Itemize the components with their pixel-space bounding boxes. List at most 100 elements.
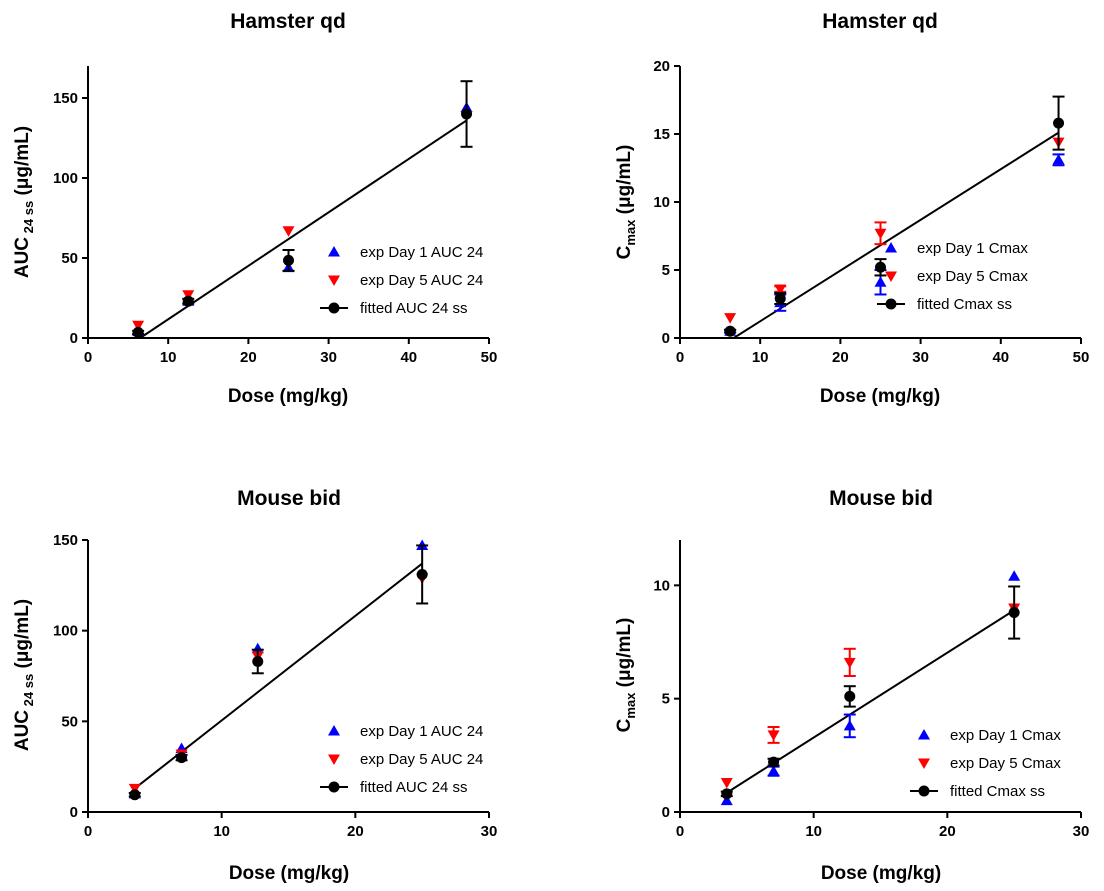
- x-axis-label: Dose (mg/kg): [821, 863, 941, 884]
- axes: 0 10 20 30 0 5 10: [653, 540, 1089, 840]
- plot-marks: [128, 539, 429, 801]
- y-tick-label: 10: [653, 577, 670, 594]
- data-point: [132, 320, 145, 332]
- legend-label: fitted AUC 24 ss: [360, 300, 468, 317]
- data-point: [724, 313, 737, 324]
- y-tick-label: 0: [70, 330, 78, 347]
- x-tick-label: 30: [320, 349, 337, 366]
- legend-label: exp Day 5 AUC 24: [360, 272, 483, 289]
- y-tick-label: 5: [662, 262, 670, 279]
- x-tick-label: 40: [992, 349, 1009, 366]
- y-tick-label: 5: [662, 691, 670, 708]
- y-axis-label: AUC 24 ss (μg/mL): [12, 126, 36, 278]
- data-point: [283, 254, 294, 266]
- y-tick-label: 100: [53, 170, 78, 187]
- legend-label: exp Day 1 Cmax: [917, 240, 1028, 257]
- chart-title: Mouse bid: [237, 487, 341, 510]
- x-tick-label: 20: [240, 349, 257, 366]
- data-point: [128, 783, 141, 795]
- x-tick-label: 20: [939, 823, 956, 840]
- legend-marker: [885, 271, 897, 282]
- legend-label: exp Day 1 Cmax: [950, 727, 1061, 744]
- legend-marker: [918, 758, 930, 769]
- chart-title: Hamster qd: [230, 10, 346, 33]
- x-tick-label: 50: [1073, 349, 1090, 366]
- y-tick-label: 50: [61, 713, 78, 730]
- x-tick-label: 40: [400, 349, 417, 366]
- chart-svg: Mouse bid Dose (mg/kg) Cmax (μg/mL) 0 10 2…: [614, 487, 1089, 884]
- data-point: [843, 657, 856, 669]
- y-axis-label: Cmax (μg/mL): [614, 618, 638, 733]
- y-tick-label: 10: [653, 194, 670, 211]
- y-tick-label: 0: [662, 330, 670, 347]
- chart-svg: Mouse bid Dose (mg/kg) AUC 24 ss (μg/mL)…: [12, 487, 497, 884]
- x-tick-label: 0: [676, 823, 684, 840]
- plot-marks: [720, 570, 1021, 806]
- x-tick-label: 10: [805, 823, 822, 840]
- data-point: [282, 226, 295, 237]
- data-point: [724, 325, 736, 337]
- legend-marker: [328, 781, 340, 793]
- x-axis-label: Dose (mg/kg): [820, 386, 940, 407]
- x-tick-label: 20: [347, 823, 364, 840]
- y-axis-label: Cmax (μg/mL): [614, 145, 638, 260]
- x-tick-label: 30: [912, 349, 929, 366]
- data-point: [721, 788, 733, 800]
- data-point: [874, 276, 887, 287]
- legend: exp Day 1 Cmax exp Day 5 Cmax fitted Cmax …: [877, 240, 1028, 313]
- legend-marker: [885, 242, 897, 253]
- y-tick-label: 0: [70, 804, 78, 821]
- x-tick-label: 0: [676, 349, 684, 366]
- data-point: [875, 261, 886, 273]
- legend-label: exp Day 1 AUC 24: [360, 244, 483, 261]
- legend-marker: [328, 754, 340, 765]
- chart-panel-hamster-cmax: Hamster qd Dose (mg/kg) Cmax (μg/mL) 0 10…: [552, 0, 1104, 443]
- legend-label: fitted Cmax ss: [950, 783, 1045, 800]
- plot-marks: [132, 80, 473, 339]
- axes: 0 10 20 30 40 50 0 50 100 150: [53, 66, 497, 366]
- data-point: [843, 719, 856, 731]
- data-point: [720, 794, 733, 806]
- legend-marker: [328, 302, 340, 314]
- legend-label: exp Day 5 Cmax: [950, 755, 1061, 772]
- x-tick-label: 30: [1073, 823, 1090, 840]
- chart-title: Hamster qd: [822, 10, 938, 33]
- legend-marker: [328, 246, 340, 257]
- y-tick-label: 100: [53, 623, 78, 640]
- legend: exp Day 1 AUC 24 exp Day 5 AUC 24 fitted A…: [320, 723, 483, 796]
- legend-marker: [328, 725, 340, 736]
- legend-label: fitted AUC 24 ss: [360, 779, 468, 796]
- chart-svg: Hamster qd Dose (mg/kg) Cmax (μg/mL) 0 10…: [614, 10, 1090, 407]
- x-tick-label: 10: [752, 349, 769, 366]
- x-tick-label: 0: [84, 349, 92, 366]
- data-point: [176, 752, 188, 764]
- data-point: [844, 690, 856, 702]
- data-point: [1053, 117, 1065, 129]
- x-axis-label: Dose (mg/kg): [229, 863, 349, 884]
- chart-panel-mouse-cmax: Mouse bid Dose (mg/kg) Cmax (μg/mL) 0 10 2…: [552, 443, 1104, 886]
- legend-marker: [918, 785, 930, 797]
- data-point: [1052, 153, 1065, 165]
- legend: exp Day 1 Cmax exp Day 5 Cmax fitted Cmax …: [910, 727, 1061, 800]
- axes: 0 10 20 30 0 50 100 150: [53, 532, 497, 840]
- data-point: [768, 756, 780, 768]
- x-tick-label: 30: [481, 823, 498, 840]
- fit-line: [139, 119, 468, 339]
- data-point: [874, 228, 887, 240]
- y-tick-label: 150: [53, 90, 78, 107]
- x-tick-label: 50: [481, 349, 498, 366]
- x-axis-label: Dose (mg/kg): [228, 386, 348, 407]
- data-point: [132, 326, 144, 338]
- x-tick-label: 10: [213, 823, 230, 840]
- data-point: [252, 655, 264, 667]
- x-tick-label: 10: [160, 349, 177, 366]
- y-tick-label: 20: [653, 58, 670, 75]
- y-tick-label: 0: [662, 804, 670, 821]
- plot-marks: [724, 95, 1065, 339]
- legend-marker: [328, 275, 340, 286]
- data-point: [182, 295, 194, 307]
- chart-panel-mouse-auc: Mouse bid Dose (mg/kg) AUC 24 ss (μg/mL)…: [0, 443, 552, 886]
- legend: exp Day 1 AUC 24 exp Day 5 AUC 24 fitted A…: [320, 244, 483, 317]
- legend-label: exp Day 1 AUC 24: [360, 723, 483, 740]
- data-point: [461, 108, 473, 120]
